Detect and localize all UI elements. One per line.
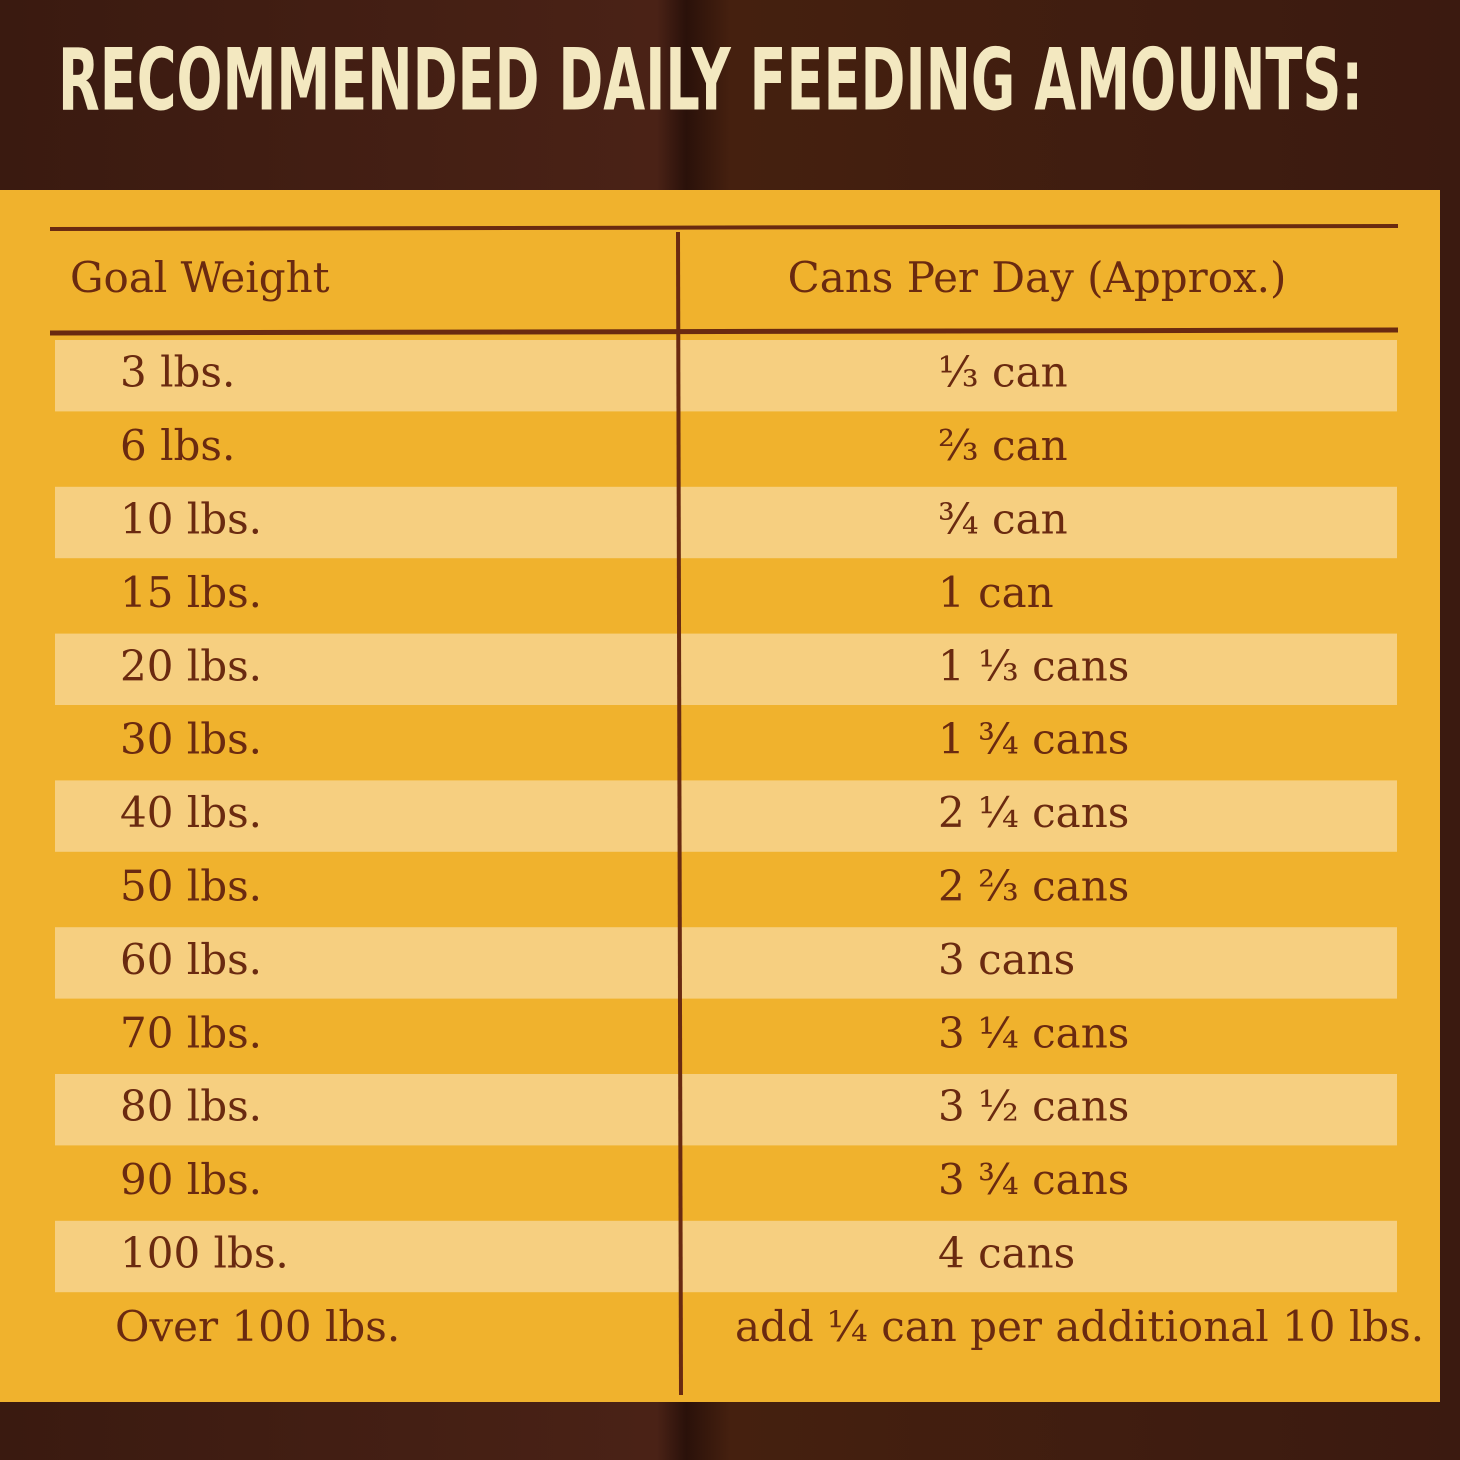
header-cell: Goal Weight bbox=[70, 253, 330, 302]
row-stripe bbox=[55, 1220, 1397, 1293]
row-stripe bbox=[55, 927, 1397, 999]
header-rule bbox=[49, 327, 1399, 336]
weight-cell: 40 lbs. bbox=[120, 788, 262, 837]
row-stripe bbox=[55, 1074, 1397, 1146]
amount-cell: 1 ¾ cans bbox=[938, 715, 1129, 764]
amount-cell: 1 ⅓ cans bbox=[938, 641, 1129, 690]
weight-cell: 10 lbs. bbox=[120, 495, 262, 544]
row-stripe bbox=[55, 633, 1397, 705]
weight-cell: 20 lbs. bbox=[120, 641, 262, 690]
amount-cell: 3 ¾ cans bbox=[938, 1155, 1129, 1204]
weight-cell: 80 lbs. bbox=[120, 1082, 262, 1131]
row-stripe bbox=[55, 486, 1397, 559]
amount-cell: 2 ¼ cans bbox=[938, 788, 1129, 837]
amount-cell: 2 ⅔ cans bbox=[938, 862, 1129, 911]
weight-cell: 100 lbs. bbox=[120, 1229, 289, 1278]
weight-cell: Over 100 lbs. bbox=[115, 1302, 400, 1351]
weight-cell: 90 lbs. bbox=[120, 1155, 262, 1204]
weight-cell: 15 lbs. bbox=[120, 568, 262, 617]
amount-cell: 3 cans bbox=[938, 935, 1075, 984]
row-stripe bbox=[55, 780, 1397, 852]
amount-cell: 1 can bbox=[938, 568, 1054, 617]
amount-cell: add ¼ can per additional 10 lbs. bbox=[735, 1302, 1424, 1351]
amount-cell: ⅔ can bbox=[938, 421, 1068, 470]
column-divider bbox=[676, 231, 683, 1396]
amount-cell: 3 ¼ cans bbox=[938, 1008, 1129, 1057]
weight-cell: 3 lbs. bbox=[120, 348, 235, 397]
weight-cell: 60 lbs. bbox=[120, 935, 262, 984]
amount-cell: 3 ½ cans bbox=[938, 1082, 1129, 1131]
weight-cell: 30 lbs. bbox=[120, 715, 262, 764]
row-stripe bbox=[55, 340, 1397, 412]
weight-cell: 6 lbs. bbox=[120, 421, 235, 470]
header-cell: Cans Per Day (Approx.) bbox=[788, 253, 1287, 302]
top-rule bbox=[49, 224, 1399, 231]
title: RECOMMENDED DAILY FEEDING AMOUNTS: bbox=[58, 30, 1363, 130]
weight-cell: 70 lbs. bbox=[120, 1008, 262, 1057]
weight-cell: 50 lbs. bbox=[120, 862, 262, 911]
amount-cell: ⅓ can bbox=[938, 348, 1068, 397]
amount-cell: ¾ can bbox=[938, 495, 1068, 544]
amount-cell: 4 cans bbox=[938, 1229, 1075, 1278]
